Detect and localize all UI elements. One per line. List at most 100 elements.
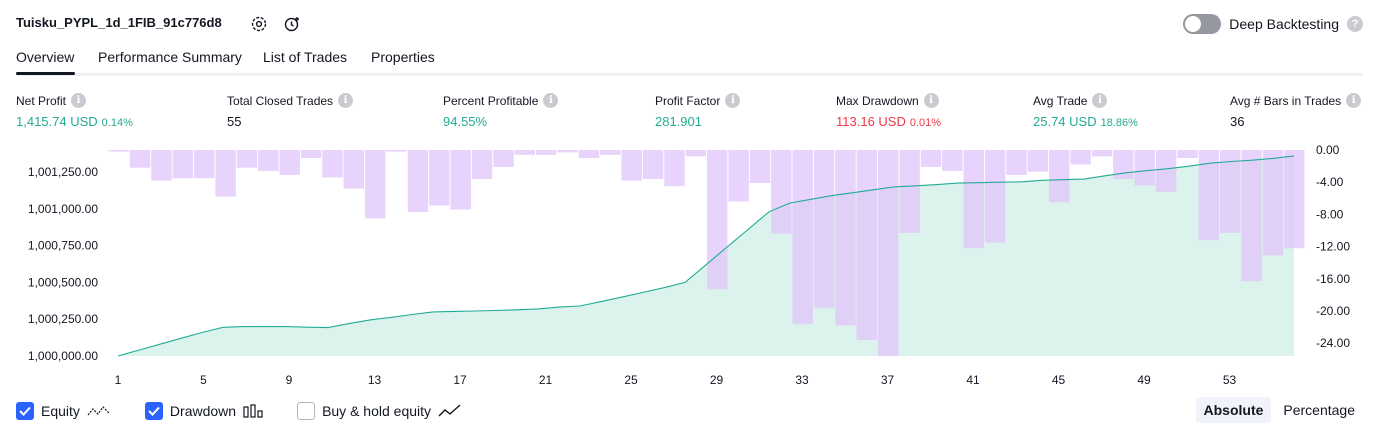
x-axis-tick-label: 13 [368,373,382,387]
info-icon[interactable]: i [1346,93,1362,108]
x-axis-tick-label: 1 [115,373,122,387]
right-axis-tick-label: -24.00 [1316,336,1350,350]
drawdown-bar [878,150,899,356]
right-axis-tick-label: -20.00 [1316,304,1350,318]
drawdown-bar [1070,150,1091,165]
equity-area [118,155,1294,356]
drawdown-bar [835,150,856,326]
chart-legend: Equity Drawdown Buy & hold equity [16,400,496,422]
x-axis-tick-label: 5 [200,373,207,387]
drawdown-bar [771,150,792,234]
legend-drawdown[interactable]: Drawdown [144,402,263,420]
drawdown-bar [1049,150,1070,203]
metric-label: Total Closed Trades [227,93,334,108]
drawdown-bar [1155,150,1177,192]
metric-label: Avg # Bars in Trades [1230,93,1342,108]
add-alert-clock-icon[interactable] [281,13,303,35]
info-icon[interactable]: i [71,93,87,108]
deep-backtesting-label: Deep Backtesting [1229,16,1339,32]
drawdown-bar [471,150,493,179]
equity-checkbox[interactable] [16,402,34,420]
drawdown-bar [1262,150,1284,256]
strategy-title: Tuisku_PYPL_1d_1FIB_91c776d8 [16,15,222,30]
tab-overview[interactable]: Overview [16,49,75,65]
legend-equity[interactable]: Equity [16,402,111,420]
drawdown-bar [749,150,771,183]
drawdown-bar [600,150,621,155]
info-icon[interactable]: i [725,93,741,108]
drawdown-bar [1284,150,1305,249]
absolute-button[interactable]: Absolute [1195,397,1272,423]
equity-drawdown-chart: 1,000,000.00 1,000,250.00 1,000,500.00 1,00… [28,143,1350,387]
drawdown-bar [514,150,535,155]
drawdown-bar [429,150,450,206]
drawdown-bar [450,150,471,210]
drawdown-bar [129,150,151,168]
drawdown-bar [578,150,600,158]
drawdown-bar [685,150,706,157]
legend-buy-hold-label: Buy & hold equity [322,403,432,419]
active-tab-indicator [16,72,75,75]
drawdown-bar [856,150,877,340]
drawdown-bar [279,150,300,175]
info-icon[interactable]: i [543,93,559,108]
drawdown-checkbox[interactable] [144,402,163,420]
drawdown-bar [1198,150,1219,241]
metric-label: Max Drawdown [836,93,919,108]
left-axis-tick-label: 1,000,500.00 [28,275,98,289]
drawdown-bar [215,150,236,197]
tab-performance-summary[interactable]: Performance Summary [98,49,242,65]
info-icon[interactable]: i [338,93,354,108]
x-axis-tick-label: 25 [624,373,638,387]
drawdown-bar [621,150,642,181]
x-axis-tick-label: 17 [453,373,467,387]
x-axis-tick-label: 45 [1052,373,1066,387]
tab-properties[interactable]: Properties [371,49,435,65]
drawdown-bar [942,150,963,171]
info-icon[interactable]: i [1092,93,1108,108]
drawdown-bar [984,150,1006,243]
metric-sub-value: 0.14% [101,117,133,129]
drawdown-glyph-icon [243,404,263,418]
x-axis-tick-label: 41 [966,373,980,387]
right-axis-tick-label: -16.00 [1316,272,1350,286]
drawdown-bar [536,150,557,155]
deep-backtesting-toggle[interactable] [1183,14,1222,34]
drawdown-bar [386,150,407,152]
x-axis-tick-label: 21 [539,373,553,387]
x-axis-tick-label: 33 [795,373,809,387]
legend-buy-hold[interactable]: Buy & hold equity [297,402,462,420]
help-question-icon[interactable]: ? [1347,16,1363,32]
buy-hold-checkbox[interactable] [297,402,316,420]
percentage-button[interactable]: Percentage [1283,402,1355,418]
drawdown-bar [557,150,578,153]
left-axis-tick-label: 1,000,000.00 [28,349,98,363]
deep-backtesting-control: Deep Backtesting ? [1183,12,1363,36]
settings-gear-icon[interactable] [248,13,270,35]
metric-label: Avg Trade [1033,93,1088,108]
metric-sub-value: 18.86% [1100,117,1138,129]
drawdown-bar [1091,150,1113,157]
drawdown-bar [1113,150,1134,179]
left-axis-tick-label: 1,000,750.00 [28,239,98,253]
x-axis-tick-label: 29 [710,373,724,387]
drawdown-bar [365,150,386,219]
report-tabs: Overview Performance Summary List of Tra… [16,44,1363,76]
metric-value: 36 [1230,114,1245,129]
drawdown-bar [343,150,364,189]
drawdown-bar [236,150,258,168]
drawdown-bar [920,150,942,167]
drawdown-bar [728,150,749,202]
drawdown-bar [151,150,172,181]
drawdown-bar [407,150,429,212]
info-icon[interactable]: i [923,93,939,108]
drawdown-bar [1134,150,1155,186]
right-axis-tick-label: -12.00 [1316,240,1350,254]
tab-list-of-trades[interactable]: List of Trades [263,49,348,65]
metric-value: 1,415.74 USD [16,114,98,129]
metric-max-drawdown: Max Drawdown i 113.16 USD 0.01% [836,93,941,129]
metric-label: Net Profit [16,93,67,108]
drawdown-bar [1220,150,1241,233]
legend-drawdown-label: Drawdown [169,403,237,419]
metric-value: 281.901 [655,114,702,129]
